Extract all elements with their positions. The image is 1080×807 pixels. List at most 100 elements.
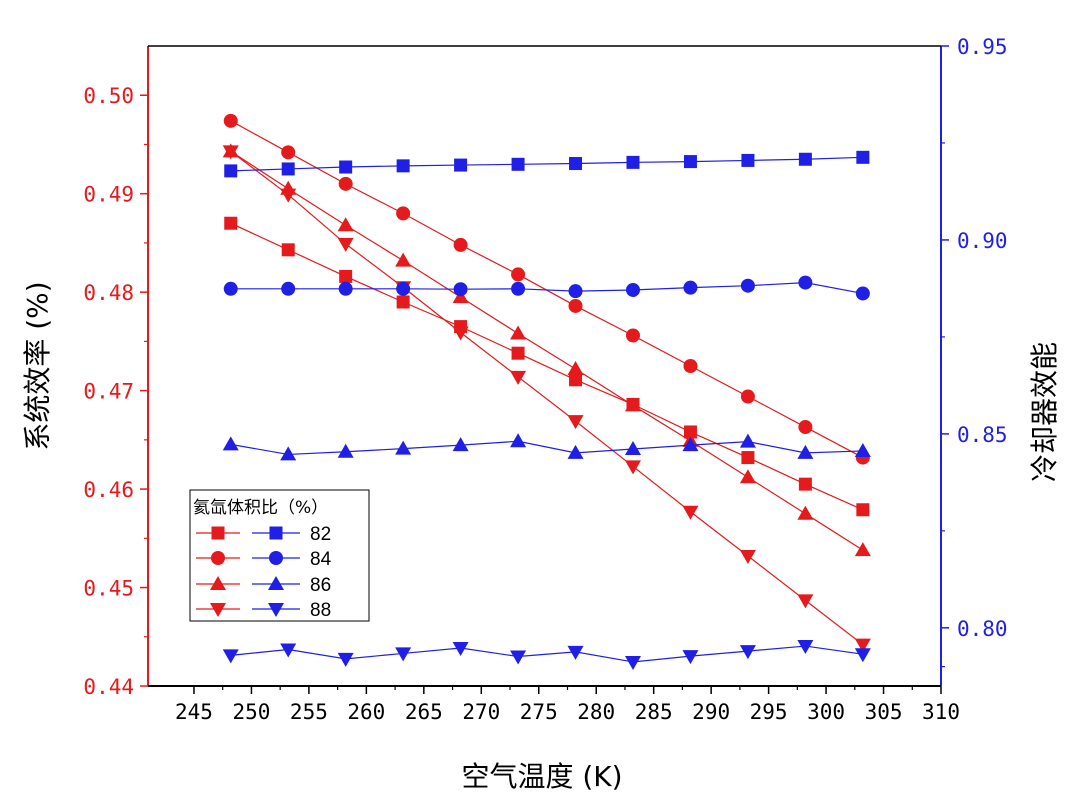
efficiency-series-line-86 <box>230 150 864 551</box>
efficiency-series-point-84 <box>625 328 640 343</box>
effectiveness-series-point-82 <box>339 160 353 174</box>
y-axis-left-title: 系统效率 (%) <box>21 281 54 450</box>
efficiency-series-point-84 <box>511 267 526 282</box>
effectiveness-series-point-88 <box>337 652 354 667</box>
y-left-tick-label: 0.48 <box>83 281 134 305</box>
effectiveness-series-point-84 <box>223 281 238 296</box>
x-tick-label: 310 <box>922 700 960 724</box>
effectiveness-series-point-84 <box>855 286 870 301</box>
efficiency-series-point-86 <box>510 325 527 340</box>
effectiveness-series-point-84 <box>568 284 583 299</box>
effectiveness-series-point-82 <box>224 164 238 178</box>
legend-label: 82 <box>310 524 331 545</box>
effectiveness-series-point-86 <box>797 444 814 459</box>
effectiveness-series-line-86 <box>230 440 863 456</box>
x-tick-label: 300 <box>807 700 845 724</box>
effectiveness-series-point-82 <box>396 159 410 173</box>
effectiveness-series-point-86 <box>222 436 239 451</box>
y-axis-right-title: 冷却器效能 <box>1028 342 1061 482</box>
efficiency-series-point-84 <box>568 298 583 313</box>
efficiency-series-line-82 <box>230 222 864 511</box>
efficiency-series-point-82 <box>339 269 353 283</box>
efficiency-series-point-86 <box>624 397 641 412</box>
effectiveness-series-point-88 <box>567 645 584 660</box>
efficiency-series-point-88 <box>624 460 641 475</box>
effectiveness-series-point-88 <box>797 640 814 655</box>
efficiency-series-point-86 <box>337 217 354 232</box>
y-left-tick-label: 0.44 <box>83 675 134 699</box>
effectiveness-series-point-88 <box>739 645 756 660</box>
efficiency-series-point-88 <box>337 237 354 252</box>
effectiveness-series-point-86 <box>682 437 699 452</box>
efficiency-series-line-88 <box>230 150 864 646</box>
efficiency-series-point-82 <box>569 373 583 387</box>
series-group <box>222 113 871 670</box>
effectiveness-series-point-88 <box>624 655 641 670</box>
efficiency-series-point-84 <box>798 420 813 435</box>
effectiveness-series-point-86 <box>739 433 756 448</box>
legend-marker-left <box>211 526 225 540</box>
x-tick-label: 245 <box>175 700 213 724</box>
x-tick-label: 305 <box>865 700 903 724</box>
effectiveness-series-point-86 <box>567 444 584 459</box>
legend-marker-right <box>269 551 283 565</box>
effectiveness-series-point-84 <box>511 281 526 296</box>
efficiency-series-point-84 <box>396 206 411 221</box>
efficiency-series-point-88 <box>510 370 527 385</box>
effectiveness-series-line-88 <box>230 645 863 663</box>
efficiency-series-point-86 <box>797 505 814 520</box>
legend-marker-right <box>269 526 283 540</box>
efficiency-series-point-82 <box>856 503 870 517</box>
efficiency-series-point-82 <box>511 346 525 360</box>
effectiveness-series-point-84 <box>396 281 411 296</box>
y-right-tick-label: 0.80 <box>957 617 1008 641</box>
y-left-tick-label: 0.49 <box>83 183 134 207</box>
effectiveness-series-point-82 <box>626 155 640 169</box>
y-right-tick-label: 0.85 <box>957 423 1008 447</box>
efficiency-series-point-82 <box>396 295 410 309</box>
effectiveness-series-point-88 <box>854 648 871 663</box>
effectiveness-series-point-82 <box>798 152 812 166</box>
efficiency-series-point-82 <box>741 451 755 465</box>
effectiveness-series-point-86 <box>452 437 469 452</box>
effectiveness-series-point-84 <box>453 282 468 297</box>
effectiveness-series-point-82 <box>569 157 583 171</box>
effectiveness-series-point-88 <box>510 650 527 665</box>
efficiency-series-point-88 <box>452 326 469 341</box>
effectiveness-series-point-82 <box>454 158 468 172</box>
effectiveness-series-point-84 <box>625 282 640 297</box>
x-tick-label: 285 <box>635 700 673 724</box>
legend-marker-right <box>268 576 284 590</box>
x-tick-label: 275 <box>520 700 558 724</box>
efficiency-series-point-82 <box>798 477 812 491</box>
efficiency-series-point-88 <box>222 145 239 160</box>
efficiency-series-point-82 <box>224 216 238 230</box>
efficiency-series-point-84 <box>338 176 353 191</box>
legend-title: 氦氙体积比（%） <box>193 498 328 518</box>
y-left-tick-label: 0.46 <box>83 478 134 502</box>
efficiency-series-point-82 <box>683 425 697 439</box>
effectiveness-series-point-88 <box>222 649 239 664</box>
efficiency-series-point-84 <box>453 237 468 252</box>
legend-marker-left <box>210 576 226 590</box>
effectiveness-series-point-84 <box>281 281 296 296</box>
efficiency-series-point-82 <box>281 243 295 257</box>
effectiveness-series-point-84 <box>740 278 755 293</box>
effectiveness-series-point-82 <box>281 162 295 176</box>
legend-label: 84 <box>310 549 332 570</box>
y-left-tick-label: 0.45 <box>83 577 134 601</box>
x-tick-label: 260 <box>347 700 385 724</box>
efficiency-series-point-88 <box>739 550 756 565</box>
x-tick-label: 290 <box>692 700 730 724</box>
efficiency-series-point-86 <box>567 360 584 375</box>
efficiency-series-point-86 <box>739 469 756 484</box>
efficiency-series-point-84 <box>223 113 238 128</box>
effectiveness-series-point-82 <box>856 150 870 164</box>
effectiveness-series-point-86 <box>624 441 641 456</box>
x-tick-label: 265 <box>405 700 443 724</box>
efficiency-series-point-86 <box>395 252 412 267</box>
axes-group: 245 250 255 260 265 270 275 280 285 290 295 300 305 3… <box>83 35 1007 724</box>
efficiency-series-point-88 <box>280 188 297 203</box>
effectiveness-series-line-84 <box>230 282 863 295</box>
